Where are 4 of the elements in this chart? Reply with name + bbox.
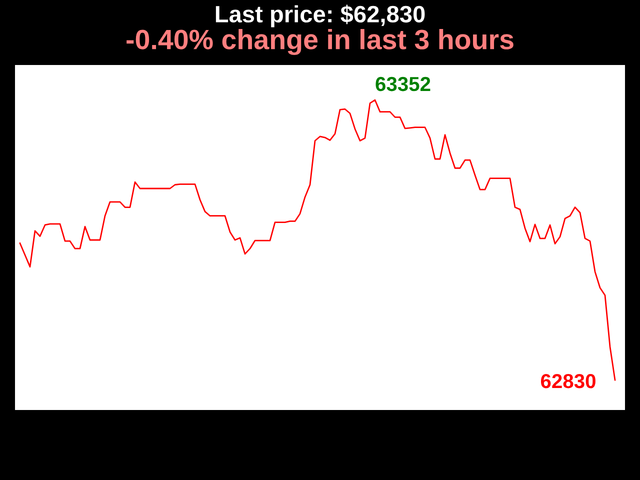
chart-subtitle: -0.40% change in last 3 hours: [126, 28, 514, 56]
data-label: 62830: [540, 374, 596, 388]
chart-title: Last price: $62,830: [216, 4, 425, 28]
data-label: 63352: [376, 76, 430, 92]
